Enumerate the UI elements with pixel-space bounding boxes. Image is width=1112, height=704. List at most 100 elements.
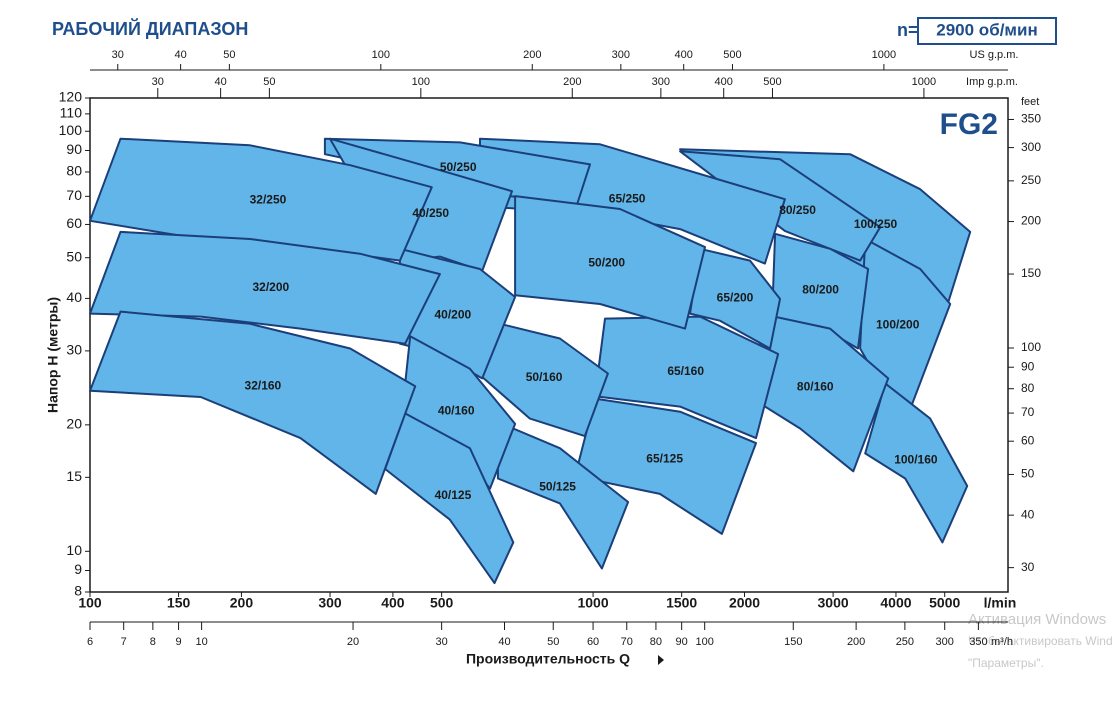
- axis-tick-label: 70: [621, 636, 633, 648]
- x-tick-label: 1500: [666, 595, 697, 611]
- axis-tick-label: 1000: [912, 76, 936, 88]
- speed-prefix: n=: [897, 20, 919, 40]
- x-tick-label: 5000: [929, 595, 960, 611]
- axis-unit: US g.p.m.: [970, 49, 1019, 61]
- y-tick-label: 110: [60, 105, 83, 121]
- axis-tick-label: 10: [195, 636, 207, 648]
- range-label: 65/200: [717, 291, 754, 305]
- pump-range: [689, 247, 781, 350]
- axis-unit: m³/h: [991, 636, 1013, 648]
- range-label: 65/160: [667, 364, 704, 378]
- y-tick-label: 40: [66, 289, 82, 305]
- y2-tick-label: 50: [1021, 467, 1035, 481]
- x-axis-label: Производительность Q: [466, 651, 630, 667]
- axis-tick-label: 6: [87, 636, 93, 648]
- y-tick-label: 90: [66, 141, 82, 157]
- y-tick-label: 50: [66, 248, 82, 264]
- y-tick-label: 100: [59, 122, 83, 138]
- axis-tick-label: 90: [676, 636, 688, 648]
- y-tick-label: 60: [66, 215, 82, 231]
- y2-tick-label: 40: [1021, 507, 1035, 521]
- axis-tick-label: 8: [150, 636, 156, 648]
- y2-tick-label: 30: [1021, 560, 1035, 574]
- speed-value: 2900 об/мин: [936, 20, 1037, 39]
- y-tick-label: 20: [66, 416, 82, 432]
- axis-tick-label: 500: [763, 76, 781, 88]
- range-label: 40/125: [435, 488, 472, 502]
- axis-tick-label: 1000: [872, 49, 896, 61]
- range-label: 100/160: [894, 453, 938, 467]
- y2-tick-label: 350: [1021, 112, 1041, 126]
- range-label: 100/250: [854, 217, 898, 231]
- range-label: 50/250: [440, 160, 477, 174]
- x-tick-label: 4000: [880, 595, 911, 611]
- range-label: 80/160: [797, 379, 834, 393]
- watermark: Активация Windows: [968, 611, 1106, 628]
- axis-tick-label: 150: [784, 636, 802, 648]
- y-tick-label: 80: [66, 163, 82, 179]
- range-label: 50/125: [539, 479, 576, 493]
- x-tick-label: 150: [167, 595, 191, 611]
- x-tick-label: 500: [430, 595, 454, 611]
- axis-tick-label: 350: [969, 636, 987, 648]
- y2-tick-label: 300: [1021, 140, 1041, 154]
- y-tick-label: 9: [74, 561, 82, 577]
- watermark: Чтобы активировать Windows, перейдите в …: [968, 634, 1112, 648]
- y-tick-label: 70: [66, 187, 82, 203]
- y-axis-label: Напор H (метры): [45, 297, 61, 413]
- range-label: 32/160: [245, 378, 282, 392]
- axis-tick-label: 60: [587, 636, 599, 648]
- range-label: 40/160: [438, 404, 475, 418]
- y-tick-label: 30: [66, 342, 82, 358]
- axis-tick-label: 300: [612, 49, 630, 61]
- x-unit: l/min: [984, 595, 1017, 611]
- axis-tick-label: 20: [347, 636, 359, 648]
- range-label: 32/250: [250, 193, 287, 207]
- y-tick-label: 120: [59, 89, 83, 105]
- range-label: 80/200: [802, 283, 839, 297]
- axis-tick-label: 200: [847, 636, 865, 648]
- y2-tick-label: 200: [1021, 214, 1041, 228]
- watermark: "Параметры".: [968, 656, 1044, 670]
- x-tick-label: 200: [230, 595, 254, 611]
- x-tick-label: 100: [78, 595, 102, 611]
- axis-tick-label: 40: [174, 49, 186, 61]
- axis-tick-label: 30: [152, 76, 164, 88]
- axis-tick-label: 400: [715, 76, 733, 88]
- axis-unit: Imp g.p.m.: [966, 76, 1018, 88]
- range-label: 65/250: [609, 191, 646, 205]
- range-label: 50/200: [588, 255, 625, 269]
- y-tick-label: 10: [66, 542, 82, 558]
- y2-unit: feet: [1021, 96, 1039, 108]
- y2-tick-label: 90: [1021, 359, 1035, 373]
- axis-tick-label: 200: [523, 49, 541, 61]
- axis-tick-label: 500: [723, 49, 741, 61]
- axis-tick-label: 80: [650, 636, 662, 648]
- range-label: 32/200: [252, 280, 289, 294]
- pump-range: [89, 310, 417, 495]
- y2-tick-label: 250: [1021, 173, 1041, 187]
- y2-tick-label: 150: [1021, 266, 1041, 280]
- range-label: 40/250: [412, 206, 449, 220]
- axis-tick-label: 50: [223, 49, 235, 61]
- axis-tick-label: 7: [121, 636, 127, 648]
- axis-tick-label: 200: [563, 76, 581, 88]
- axis-tick-label: 100: [696, 636, 714, 648]
- x-tick-label: 2000: [729, 595, 760, 611]
- axis-tick-label: 30: [112, 49, 124, 61]
- range-label: 65/125: [646, 452, 683, 466]
- x-tick-label: 3000: [818, 595, 849, 611]
- axis-tick-label: 300: [652, 76, 670, 88]
- pump-range: [514, 195, 706, 330]
- axis-tick-label: 40: [498, 636, 510, 648]
- range-label: 100/200: [876, 318, 920, 332]
- y-tick-label: 8: [74, 583, 82, 599]
- y2-tick-label: 70: [1021, 405, 1035, 419]
- y2-tick-label: 100: [1021, 340, 1041, 354]
- y2-tick-label: 60: [1021, 433, 1035, 447]
- axis-tick-label: 9: [176, 636, 182, 648]
- pump-range: [864, 382, 969, 544]
- axis-tick-label: 400: [675, 49, 693, 61]
